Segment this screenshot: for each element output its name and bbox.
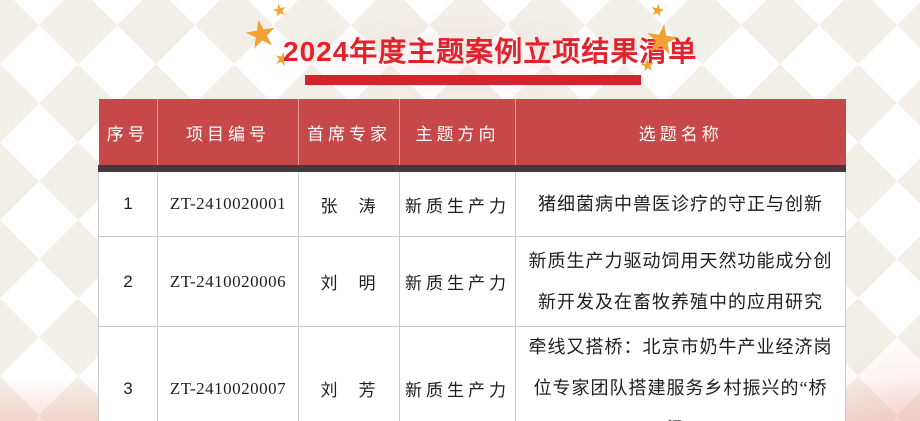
cell-chief-expert: 刘 芳 [298, 326, 400, 421]
star-icon: ★ [639, 55, 657, 76]
cell-index: 1 [98, 168, 158, 237]
cell-project-id: ZT-2410020006 [157, 236, 299, 327]
col-theme-direction: 主题方向 [399, 99, 516, 172]
page-title: 2024年度主题案例立项结果清单 [283, 36, 698, 67]
cell-theme-direction: 新质生产力 [399, 326, 516, 421]
cell-chief-expert: 张 涛 [298, 168, 400, 237]
col-project-id: 项目编号 [157, 99, 299, 172]
title-underline [305, 75, 641, 85]
cell-index: 3 [98, 326, 158, 421]
cell-topic-title: 新质生产力驱动饲用天然功能成分创新开发及在畜牧养殖中的应用研究 [515, 236, 846, 327]
cell-topic-title: 猪细菌病中兽医诊疗的守正与创新 [515, 168, 846, 237]
col-topic-title: 选题名称 [515, 99, 846, 172]
table-header-row: 序号 项目编号 首席专家 主题方向 选题名称 [98, 99, 846, 172]
cell-topic-title: 牵线又搭桥：北京市奶牛产业经济岗位专家团队搭建服务乡村振兴的“桥梁” [515, 326, 846, 421]
results-table: 序号 项目编号 首席专家 主题方向 选题名称 1 ZT-2410020001 张… [98, 99, 846, 421]
cell-project-id: ZT-2410020007 [157, 326, 299, 421]
cell-index: 2 [98, 236, 158, 327]
table-row: 3 ZT-2410020007 刘 芳 新质生产力 牵线又搭桥：北京市奶牛产业经… [98, 326, 846, 421]
cell-theme-direction: 新质生产力 [399, 236, 516, 327]
cell-project-id: ZT-2410020001 [157, 168, 299, 237]
cell-theme-direction: 新质生产力 [399, 168, 516, 237]
table-row: 2 ZT-2410020006 刘 明 新质生产力 新质生产力驱动饲用天然功能成… [98, 236, 846, 327]
title-block: 2024年度主题案例立项结果清单 [283, 30, 698, 85]
col-chief-expert: 首席专家 [298, 99, 400, 172]
cell-chief-expert: 刘 明 [298, 236, 400, 327]
table-row: 1 ZT-2410020001 张 涛 新质生产力 猪细菌病中兽医诊疗的守正与创… [98, 168, 846, 237]
col-index: 序号 [98, 99, 158, 172]
